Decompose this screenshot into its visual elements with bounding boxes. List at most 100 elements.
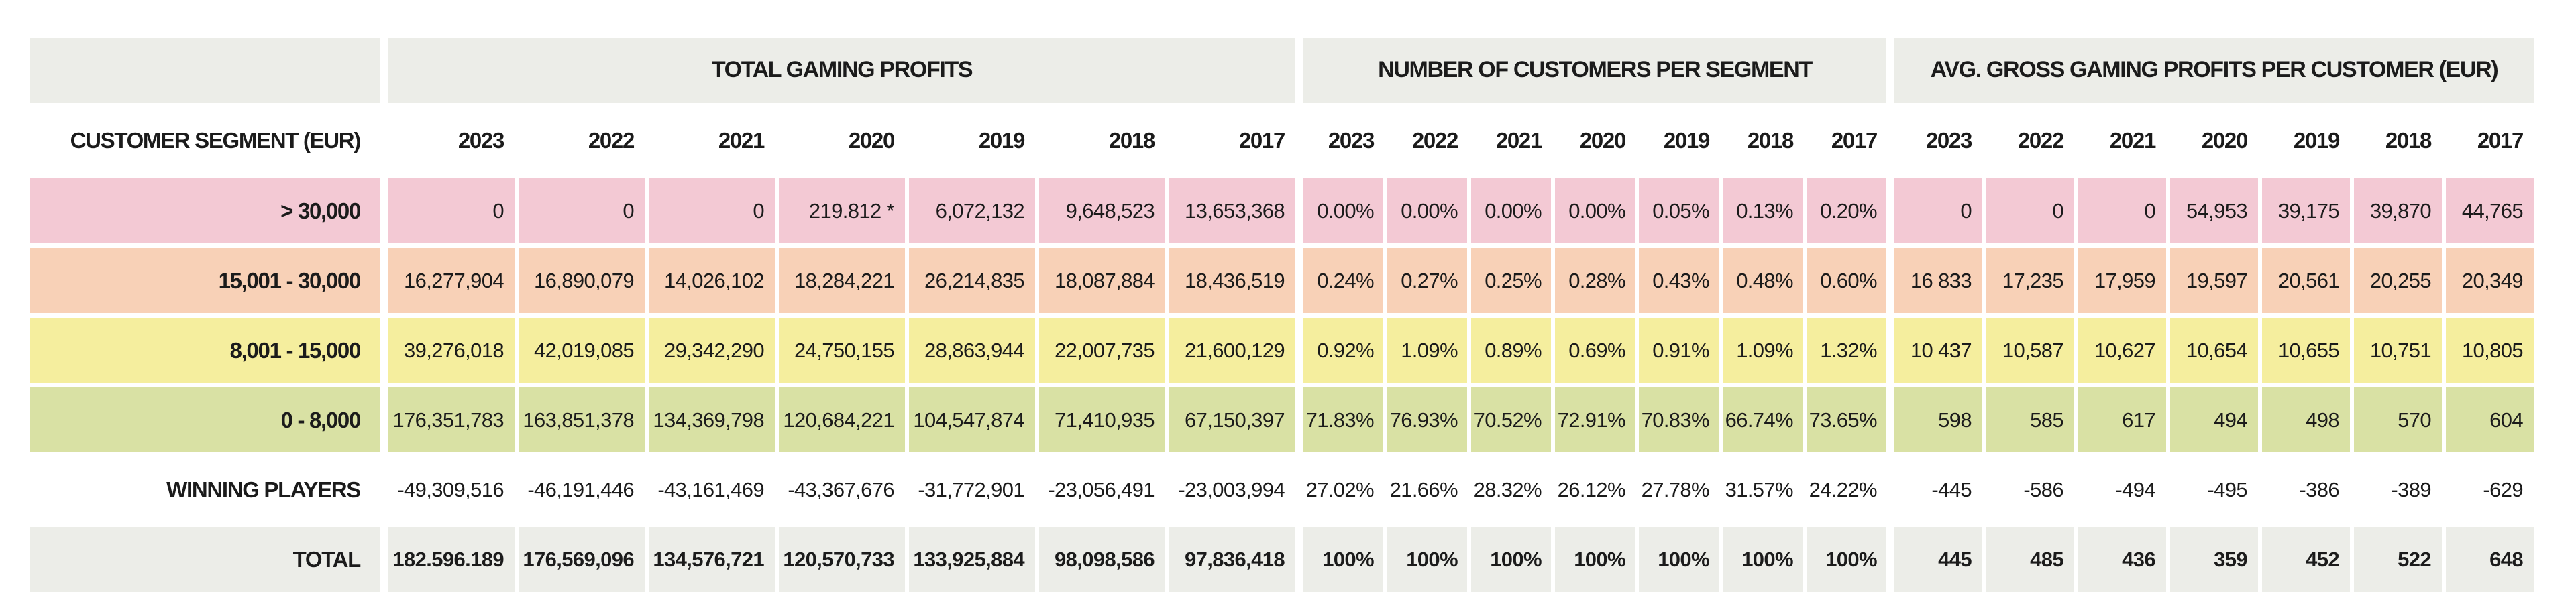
profits-cell: 97,836,418 (1169, 527, 1295, 592)
customers-cell: 0.13% (1723, 178, 1803, 243)
customers-cell: 24.22% (1807, 457, 1886, 522)
customers-cell: 0.00% (1471, 178, 1551, 243)
customers-cell: 27.78% (1639, 457, 1719, 522)
year-header-customers: 2019 (1639, 108, 1719, 173)
profits-cell: 176,351,783 (388, 387, 515, 452)
profits-cell: -49,309,516 (388, 457, 515, 522)
table-row: 0 - 8,000 176,351,783 163,851,378 134,369,7… (30, 387, 2546, 452)
customers-cell: 0.89% (1471, 318, 1551, 383)
year-header-profits: 2022 (519, 108, 645, 173)
profits-cell: 26,214,835 (909, 248, 1035, 313)
avg-cell: 10,654 (2170, 318, 2258, 383)
profits-cell: 71,410,935 (1039, 387, 1165, 452)
avg-cell: 485 (1986, 527, 2074, 592)
year-header-profits: 2018 (1039, 108, 1165, 173)
customers-cell: 31.57% (1723, 457, 1803, 522)
avg-cell: 17,959 (2078, 248, 2166, 313)
profits-cell: 67,150,397 (1169, 387, 1295, 452)
customers-cell: 1.09% (1723, 318, 1803, 383)
avg-cell: 54,953 (2170, 178, 2258, 243)
avg-cell: 648 (2446, 527, 2534, 592)
customers-cell: 73.65% (1807, 387, 1886, 452)
avg-cell: 10,655 (2262, 318, 2350, 383)
year-header-avg: 2017 (2446, 108, 2534, 173)
avg-cell: 19,597 (2170, 248, 2258, 313)
avg-cell: -389 (2354, 457, 2442, 522)
group-header-total-gaming-profits: TOTAL GAMING PROFITS (388, 38, 1295, 103)
profits-cell: 18,436,519 (1169, 248, 1295, 313)
table-row: > 30,000 0 0 0 219.812 * 6,072,132 9,648,523 13… (30, 178, 2546, 243)
year-header-avg: 2023 (1894, 108, 1982, 173)
profits-cell: 163,851,378 (519, 387, 645, 452)
customers-cell: 100% (1639, 527, 1719, 592)
table-body: > 30,000 0 0 0 219.812 * 6,072,132 9,648,523 13… (30, 178, 2546, 592)
avg-cell: -586 (1986, 457, 2074, 522)
profits-cell: 24,750,155 (779, 318, 905, 383)
customers-cell: 0.43% (1639, 248, 1719, 313)
avg-cell: 452 (2262, 527, 2350, 592)
avg-cell: 585 (1986, 387, 2074, 452)
customers-cell: 0.24% (1303, 248, 1383, 313)
profits-cell: 0 (649, 178, 775, 243)
customers-cell: 0.28% (1555, 248, 1635, 313)
avg-cell: 10,751 (2354, 318, 2442, 383)
row-label: 15,001 - 30,000 (30, 248, 380, 313)
year-header-customers: 2018 (1723, 108, 1803, 173)
avg-cell: -386 (2262, 457, 2350, 522)
profits-cell: 134,576,721 (649, 527, 775, 592)
customers-cell: 0.05% (1639, 178, 1719, 243)
profits-cell: 104,547,874 (909, 387, 1035, 452)
group-header-row: TOTAL GAMING PROFITS NUMBER OF CUSTOMERS… (30, 38, 2546, 103)
customers-cell: 70.83% (1639, 387, 1719, 452)
customers-cell: 0.00% (1387, 178, 1467, 243)
gaming-profits-report-table: TOTAL GAMING PROFITS NUMBER OF CUSTOMERS… (30, 38, 2546, 592)
customers-cell: 27.02% (1303, 457, 1383, 522)
profits-cell: 6,072,132 (909, 178, 1035, 243)
avg-cell: 436 (2078, 527, 2166, 592)
row-label: > 30,000 (30, 178, 380, 243)
profits-cell: 0 (519, 178, 645, 243)
group-header-avg-gross-profits: AVG. GROSS GAMING PROFITS PER CUSTOMER (… (1894, 38, 2534, 103)
avg-cell: -495 (2170, 457, 2258, 522)
avg-cell: 445 (1894, 527, 1982, 592)
year-header-avg: 2018 (2354, 108, 2442, 173)
avg-cell: 0 (2078, 178, 2166, 243)
customers-cell: 100% (1303, 527, 1383, 592)
customers-cell: 100% (1471, 527, 1551, 592)
profits-cell: 219.812 * (779, 178, 905, 243)
customers-cell: 0.00% (1303, 178, 1383, 243)
profits-cell: 134,369,798 (649, 387, 775, 452)
year-header-customers: 2022 (1387, 108, 1467, 173)
customers-cell: 70.52% (1471, 387, 1551, 452)
profits-cell: 29,342,290 (649, 318, 775, 383)
avg-cell: 598 (1894, 387, 1982, 452)
customers-cell: 28.32% (1471, 457, 1551, 522)
profits-cell: 39,276,018 (388, 318, 515, 383)
avg-cell: 522 (2354, 527, 2442, 592)
row-label: WINNING PLAYERS (30, 457, 380, 522)
profits-cell: 13,653,368 (1169, 178, 1295, 243)
avg-cell: 359 (2170, 527, 2258, 592)
customers-cell: 72.91% (1555, 387, 1635, 452)
customers-cell: 100% (1387, 527, 1467, 592)
avg-cell: 10,805 (2446, 318, 2534, 383)
year-header-avg: 2020 (2170, 108, 2258, 173)
profits-cell: -23,003,994 (1169, 457, 1295, 522)
row-label: 0 - 8,000 (30, 387, 380, 452)
avg-cell: -494 (2078, 457, 2166, 522)
avg-cell: 10,627 (2078, 318, 2166, 383)
customers-cell: 0.48% (1723, 248, 1803, 313)
avg-cell: 570 (2354, 387, 2442, 452)
profits-cell: 182.596.189 (388, 527, 515, 592)
customers-cell: 71.83% (1303, 387, 1383, 452)
avg-cell: 494 (2170, 387, 2258, 452)
avg-cell: 16 833 (1894, 248, 1982, 313)
table-row: 15,001 - 30,000 16,277,904 16,890,079 14,02… (30, 248, 2546, 313)
profits-cell: 21,600,129 (1169, 318, 1295, 383)
avg-cell: 10,587 (1986, 318, 2074, 383)
year-header-customers: 2020 (1555, 108, 1635, 173)
year-header-customers: 2021 (1471, 108, 1551, 173)
customers-cell: 0.92% (1303, 318, 1383, 383)
year-header-avg: 2022 (1986, 108, 2074, 173)
customers-cell: 100% (1555, 527, 1635, 592)
